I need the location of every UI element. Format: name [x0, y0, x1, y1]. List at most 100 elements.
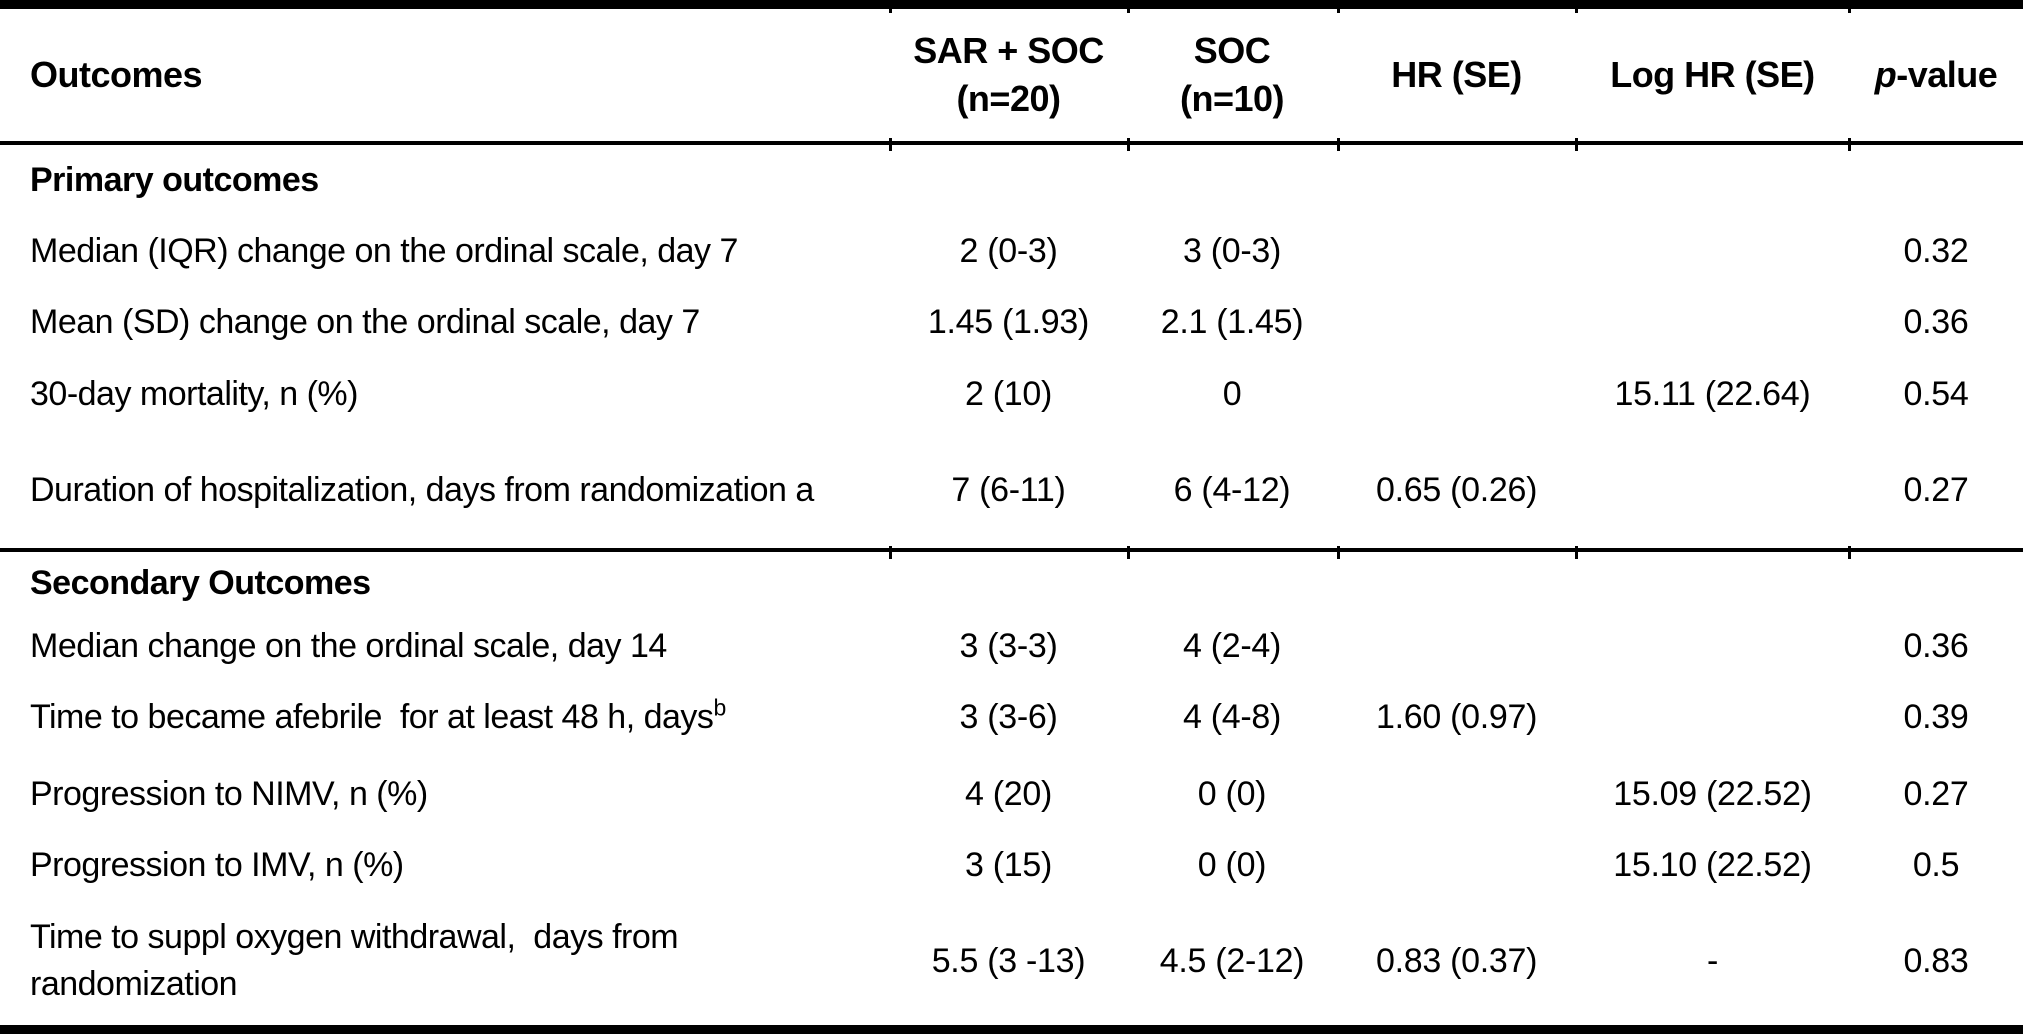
column-tick [1574, 546, 1578, 559]
value-cell-hr: 1.60 (0.97) [1375, 697, 1538, 736]
value-cell-sar-soc: 5.5 (3 -13) [931, 941, 1086, 980]
empty-cell [890, 548, 1127, 615]
table-row-median-day14: Median change on the ordinal scale, day … [0, 615, 2023, 679]
value-cell-p: 0.54 [1903, 375, 1969, 414]
outcome-label-cell: Time to suppl oxygen withdrawal, days fr… [30, 918, 688, 1004]
value-cell-soc: 6 (4-12) [1173, 470, 1291, 509]
empty-cell [1337, 548, 1576, 615]
value-cell-sar-soc: 3 (15) [964, 846, 1052, 885]
table-row-progression-imv: Progression to IMV, n (%) 3 (15) 0 (0) 1… [0, 834, 2023, 898]
value-cell-log-hr: - [1706, 941, 1718, 980]
empty-cell [1849, 548, 2023, 615]
column-tick [889, 0, 893, 13]
column-header-p-value: p-value [1849, 4, 2023, 145]
column-tick [889, 138, 893, 151]
footnote-marker-b: b [713, 694, 727, 721]
empty-cell [1337, 287, 1576, 357]
value-cell-sar-soc: 3 (3-6) [959, 697, 1058, 736]
value-cell-p: 0.36 [1903, 627, 1969, 666]
empty-cell [1126, 548, 1338, 615]
empty-cell [1576, 287, 1849, 357]
value-cell-p: 0.32 [1903, 232, 1969, 271]
column-header-sar-soc: SAR + SOC (n=20) [890, 4, 1127, 145]
value-cell-p: 0.36 [1903, 302, 1969, 341]
empty-cell [1576, 217, 1849, 287]
value-cell-log-hr: 15.10 (22.52) [1613, 846, 1812, 885]
value-cell-sar-soc: 7 (6-11) [951, 470, 1066, 509]
empty-cell [1337, 755, 1576, 833]
column-tick [1127, 0, 1130, 13]
value-cell-hr: 0.83 (0.37) [1375, 941, 1538, 980]
value-cell-p: 0.39 [1903, 697, 1969, 736]
empty-cell [1849, 143, 2023, 217]
column-header-log-hr-se: Log HR (SE) [1575, 4, 1849, 145]
column-tick [1127, 546, 1130, 559]
column-header-soc-name: SOC [1193, 29, 1271, 71]
column-header-soc: SOC (n=10) [1126, 4, 1338, 145]
table-row-30-day-mortality: 30-day mortality, n (%) 2 (10) 0 15.11 (… [0, 357, 2023, 431]
value-cell-sar-soc: 4 (20) [964, 774, 1052, 813]
empty-cell [1337, 615, 1576, 679]
column-tick [889, 546, 893, 559]
column-tick [1337, 0, 1340, 13]
column-tick [1848, 0, 1851, 13]
empty-cell [1337, 357, 1576, 431]
outcome-label-text: Time to became afebrile for at least 48 … [30, 697, 714, 736]
value-cell-p: 0.27 [1903, 470, 1969, 509]
value-cell-sar-soc: 3 (3-3) [959, 627, 1058, 666]
column-header-hr-se: HR (SE) [1337, 4, 1576, 145]
p-value-rest: -value [1896, 53, 1998, 95]
value-cell-soc: 0 (0) [1197, 774, 1267, 813]
value-cell-p: 0.27 [1903, 774, 1969, 813]
value-cell-soc: 3 (0-3) [1182, 232, 1282, 271]
table-row-time-to-afebrile: Time to became afebrile for at least 48 … [0, 679, 2023, 755]
column-header-soc-n: (n=10) [1179, 77, 1285, 119]
value-cell-soc: 4.5 (2-12) [1159, 941, 1305, 980]
empty-cell [1576, 615, 1849, 679]
column-header-outcomes: Outcomes [0, 4, 891, 145]
value-cell-sar-soc: 2 (10) [964, 375, 1052, 414]
section-title: Secondary Outcomes [0, 548, 891, 615]
column-tick [1337, 138, 1340, 151]
empty-cell [1337, 217, 1576, 287]
outcome-label-cell: Mean (SD) change on the ordinal scale, d… [30, 302, 700, 341]
empty-cell [890, 143, 1127, 217]
column-tick [1127, 138, 1130, 151]
empty-cell [1337, 834, 1576, 898]
empty-cell [1127, 143, 1337, 217]
section-row-secondary-outcomes: Secondary Outcomes [0, 548, 2023, 615]
table-row-mean-sd-day7: Mean (SD) change on the ordinal scale, d… [0, 287, 2023, 357]
column-header-sar-soc-n: (n=20) [956, 77, 1061, 119]
column-tick [1337, 546, 1340, 559]
column-header-sar-soc-name: SAR + SOC [913, 29, 1104, 71]
outcome-label-cell: Median (IQR) change on the ordinal scale… [30, 232, 738, 271]
column-tick [1574, 0, 1578, 13]
outcome-label-cell: Time to became afebrile for at least 48 … [0, 679, 890, 755]
table-header-row: Outcomes SAR + SOC (n=20) SOC (n=10) HR … [0, 4, 2023, 145]
value-cell-p: 0.5 [1912, 846, 1960, 885]
value-cell-sar-soc: 1.45 (1.93) [927, 302, 1090, 341]
column-tick [1848, 138, 1851, 151]
section-title: Primary outcomes [30, 161, 319, 200]
value-cell-p: 0.83 [1903, 941, 1969, 980]
empty-cell [1576, 679, 1849, 755]
value-cell-soc: 4 (2-4) [1182, 627, 1282, 666]
value-cell-soc: 0 [1222, 375, 1242, 414]
column-tick [1574, 138, 1578, 151]
value-cell-sar-soc: 2 (0-3) [959, 232, 1058, 271]
table-row-progression-nimv: Progression to NIMV, n (%) 4 (20) 0 (0) … [0, 755, 2023, 833]
outcome-label-cell: Duration of hospitalization, days from r… [30, 470, 814, 509]
empty-cell [1337, 143, 1576, 217]
value-cell-soc: 2.1 (1.45) [1160, 302, 1304, 341]
column-tick [1848, 546, 1851, 559]
table-row-median-iqr-day7: Median (IQR) change on the ordinal scale… [0, 217, 2023, 287]
value-cell-soc: 4 (4-8) [1182, 697, 1282, 736]
empty-cell [1576, 143, 1849, 217]
outcome-label-cell: Progression to IMV, n (%) [30, 846, 404, 885]
value-cell-log-hr: 15.09 (22.52) [1613, 774, 1812, 813]
outcome-label-cell: Progression to NIMV, n (%) [30, 774, 428, 813]
empty-cell [1576, 432, 1849, 551]
value-cell-log-hr: 15.11 (22.64) [1614, 375, 1811, 414]
